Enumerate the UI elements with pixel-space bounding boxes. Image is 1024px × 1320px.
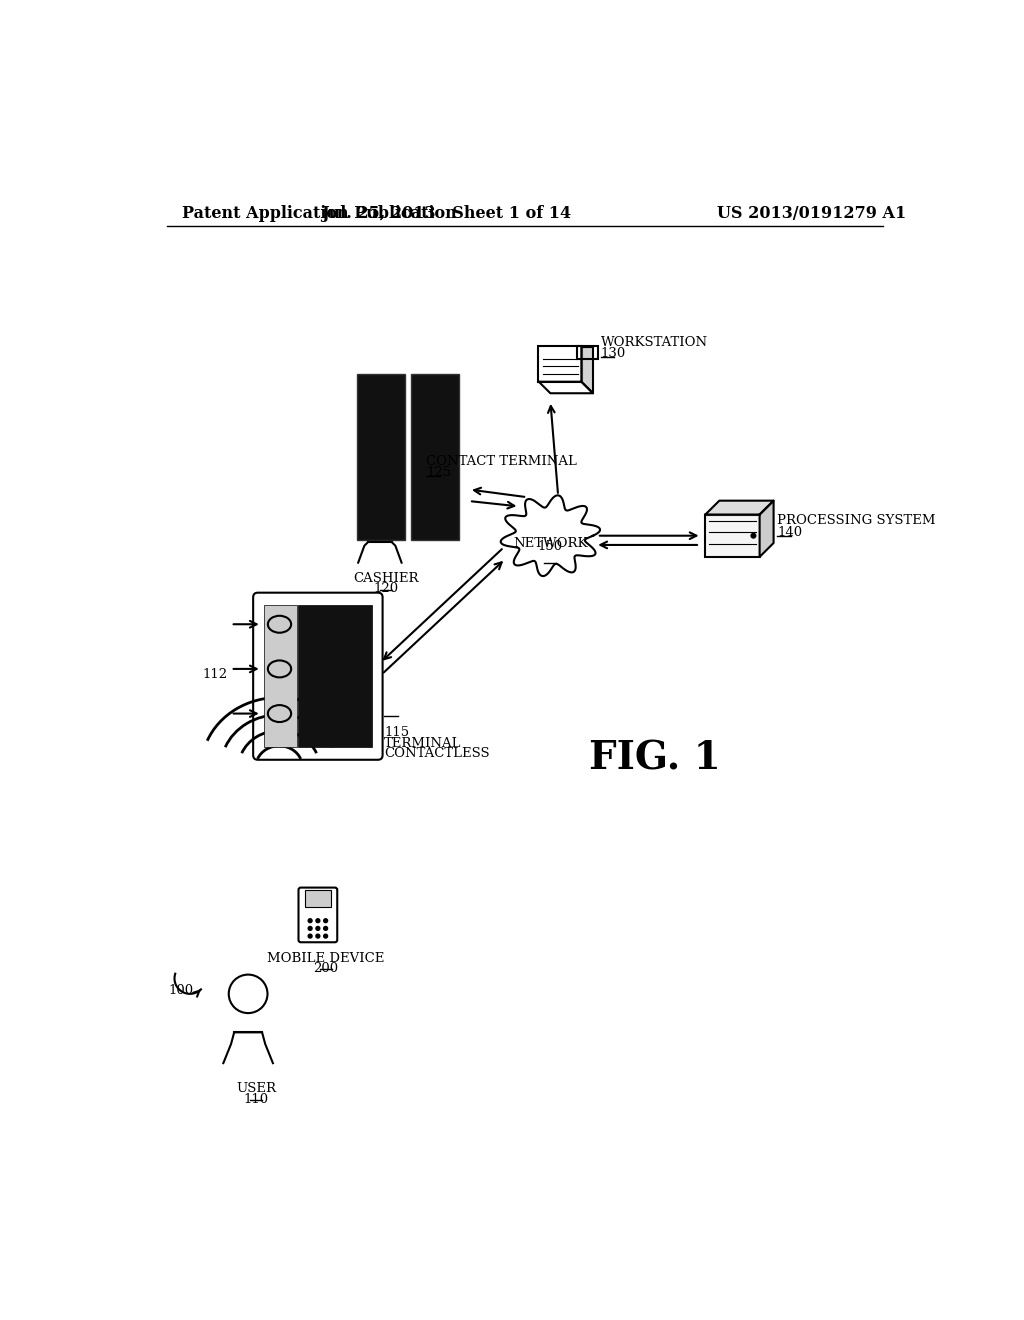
Text: 150: 150 (538, 540, 563, 553)
Text: PROCESSING SYSTEM: PROCESSING SYSTEM (777, 515, 936, 527)
Text: CASHIER: CASHIER (353, 572, 419, 585)
Bar (706, 515, 760, 557)
Circle shape (308, 919, 312, 923)
Text: CONTACT TERMINAL: CONTACT TERMINAL (426, 455, 578, 467)
Bar (356, 374, 404, 540)
Bar (264, 605, 297, 747)
Bar (305, 890, 331, 907)
Text: Patent Application Publication: Patent Application Publication (182, 206, 457, 222)
Text: 112: 112 (203, 668, 227, 681)
Circle shape (316, 935, 319, 939)
Text: 130: 130 (601, 347, 626, 360)
Circle shape (316, 919, 319, 923)
Text: WORKSTATION: WORKSTATION (601, 335, 708, 348)
Circle shape (308, 927, 312, 931)
Polygon shape (706, 500, 773, 515)
Circle shape (324, 935, 328, 939)
Circle shape (751, 533, 756, 539)
Text: CONTACTLESS: CONTACTLESS (384, 747, 489, 760)
Bar (411, 374, 459, 540)
Circle shape (308, 935, 312, 939)
Circle shape (324, 919, 328, 923)
Text: 100: 100 (168, 983, 194, 997)
Text: TERMINAL: TERMINAL (384, 737, 462, 750)
Text: MOBILE DEVICE: MOBILE DEVICE (267, 952, 384, 965)
Text: USER: USER (236, 1082, 275, 1096)
Text: Jul. 25, 2013   Sheet 1 of 14: Jul. 25, 2013 Sheet 1 of 14 (321, 206, 570, 222)
Text: US 2013/0191279 A1: US 2013/0191279 A1 (717, 206, 906, 222)
Bar (298, 605, 372, 747)
Circle shape (324, 927, 328, 931)
Text: 200: 200 (313, 962, 338, 974)
Text: FIG. 1: FIG. 1 (589, 741, 721, 777)
Polygon shape (760, 500, 773, 557)
Text: 115: 115 (384, 726, 410, 739)
Text: NETWORK: NETWORK (513, 537, 588, 550)
Text: 125: 125 (426, 466, 452, 479)
Circle shape (316, 927, 319, 931)
Polygon shape (582, 347, 593, 393)
Text: 120: 120 (374, 582, 398, 595)
Text: 140: 140 (777, 525, 803, 539)
Text: 110: 110 (244, 1093, 268, 1106)
